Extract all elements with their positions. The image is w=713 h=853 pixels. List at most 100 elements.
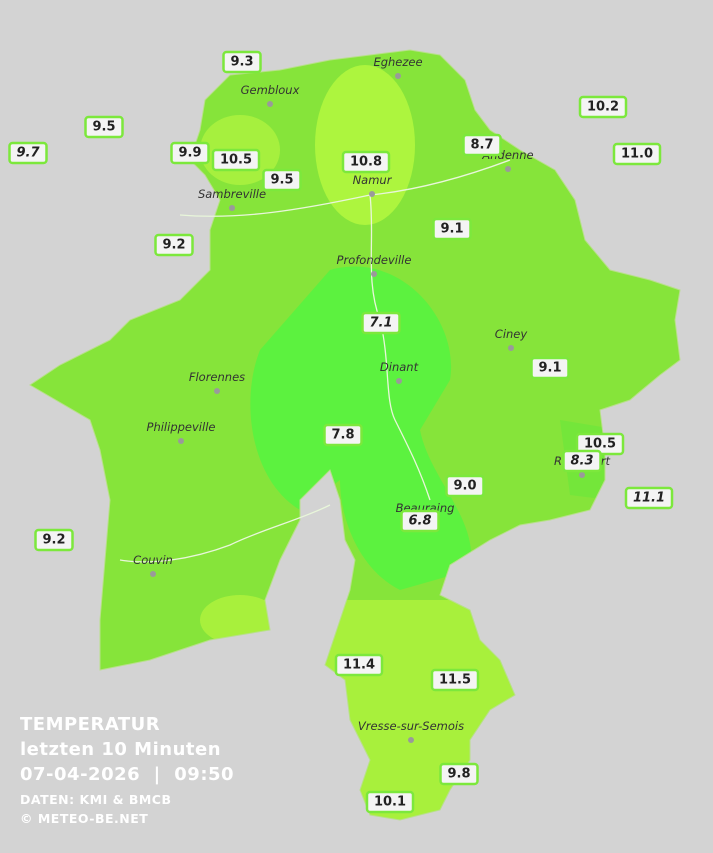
station: 10.5 [575, 432, 625, 456]
place-dot [178, 438, 184, 444]
station-value: 6.8 [408, 514, 431, 529]
station-box [400, 509, 440, 533]
place-name: Philippeville [147, 420, 216, 434]
station-value: 10.5 [220, 153, 252, 168]
place-dot [214, 388, 220, 394]
place-dot [408, 737, 414, 743]
station-box [222, 50, 262, 74]
station-box [430, 668, 480, 692]
station: 9.0 [445, 474, 485, 498]
station: 9.2 [154, 233, 194, 257]
station-box [84, 115, 124, 139]
place-dot [371, 271, 377, 277]
subtitle: letzten 10 Minuten [20, 739, 221, 760]
place-dot [369, 191, 375, 197]
station-value: 10.8 [350, 155, 382, 170]
zone [315, 65, 415, 225]
station: 9.3 [222, 50, 262, 74]
place-dot [267, 101, 273, 107]
station-value: 9.1 [538, 361, 561, 376]
station-value: 9.0 [453, 479, 476, 494]
place-name: Profondeville [337, 253, 412, 267]
title: TEMPERATUR [20, 714, 160, 735]
station: 9.5 [84, 115, 124, 139]
station-box [334, 653, 384, 677]
station: 9.1 [432, 217, 472, 241]
place-name: Eghezee [373, 55, 422, 69]
timestamp: 07-04-2026 | 09:50 [20, 764, 234, 785]
station-box [439, 762, 479, 786]
stations: 9.3 9.5 9.7 9.9 10.5 9.5 10.8 8.7 10.2 11.0 9.2 9.1… [8, 50, 674, 814]
station: 11.4 [334, 653, 384, 677]
station-box [34, 528, 74, 552]
station-value: 9.9 [178, 146, 201, 161]
station: 10.2 [578, 95, 628, 119]
station-value: 9.2 [42, 533, 65, 548]
station-value: 9.7 [16, 146, 40, 161]
station-value: 11.0 [621, 147, 653, 162]
station: 10.1 [365, 790, 415, 814]
station: 9.5 [262, 168, 302, 192]
place-dot [508, 345, 514, 351]
station: 9.9 [170, 141, 210, 165]
place-dot [396, 378, 402, 384]
station-value: 10.5 [584, 437, 616, 452]
station-value: 10.1 [374, 795, 406, 810]
place-dot [150, 571, 156, 577]
station-box [170, 141, 210, 165]
station: 11.1 [624, 486, 674, 510]
station-value: 11.4 [343, 658, 375, 673]
place-dot [229, 205, 235, 211]
station: 9.8 [439, 762, 479, 786]
station-box [624, 486, 674, 510]
station-value: 9.3 [230, 55, 253, 70]
station-box [361, 311, 401, 335]
station: 10.5 [211, 148, 261, 172]
station-box [445, 474, 485, 498]
station-value: 8.3 [570, 454, 593, 469]
station-box [432, 217, 472, 241]
station-value: 9.5 [92, 120, 115, 135]
station-value: 7.1 [369, 316, 392, 331]
place-name: Florennes [189, 370, 245, 384]
station-box [323, 423, 363, 447]
station: 11.5 [430, 668, 480, 692]
place-name: Vresse-sur-Semois [358, 719, 464, 733]
station: 8.7 [462, 133, 502, 157]
station-box [154, 233, 194, 257]
station-box [462, 133, 502, 157]
station-box [612, 142, 662, 166]
place-dot [505, 166, 511, 172]
station-value: 11.5 [439, 673, 471, 688]
place-name: Couvin [133, 553, 173, 567]
credit: © METEO-BE.NET [20, 811, 148, 826]
place-name: Dinant [380, 360, 419, 374]
station: 9.1 [530, 356, 570, 380]
station: 8.3 [562, 449, 602, 473]
station-value: 9.1 [440, 222, 463, 237]
station-value: 7.8 [331, 428, 354, 443]
station: 7.8 [323, 423, 363, 447]
station-value: 9.8 [447, 767, 470, 782]
station: 9.2 [34, 528, 74, 552]
station-box [8, 141, 48, 165]
station: 6.8 [400, 509, 440, 533]
station-value: 8.7 [470, 138, 493, 153]
station-box [530, 356, 570, 380]
station-box [341, 150, 391, 174]
place-dot [395, 73, 401, 79]
station: 10.8 [341, 150, 391, 174]
station: 9.7 [8, 141, 48, 165]
credit: DATEN: KMI & BMCB [20, 792, 172, 807]
station-value: 9.2 [162, 238, 185, 253]
station-value: 9.5 [270, 173, 293, 188]
station: 7.1 [361, 311, 401, 335]
station-box [578, 95, 628, 119]
station-box [211, 148, 261, 172]
station-box [262, 168, 302, 192]
place-name: Gembloux [241, 83, 300, 97]
station: 11.0 [612, 142, 662, 166]
place-name: Sambreville [198, 187, 266, 201]
